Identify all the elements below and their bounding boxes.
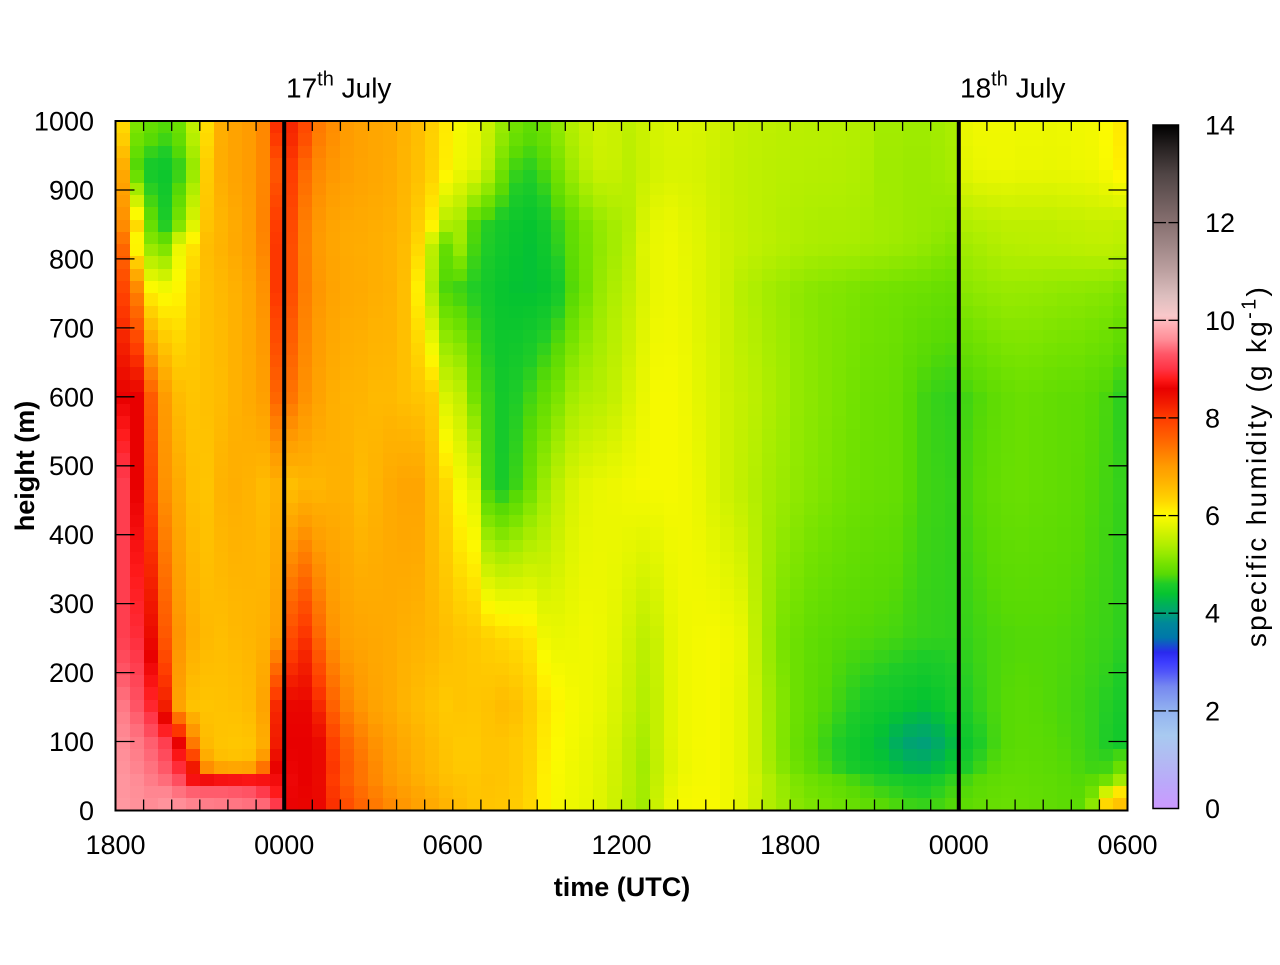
svg-text:600: 600: [49, 382, 94, 412]
svg-text:1800: 1800: [760, 830, 820, 860]
svg-text:200: 200: [49, 658, 94, 688]
svg-text:800: 800: [49, 244, 94, 274]
svg-text:2: 2: [1205, 696, 1220, 726]
svg-text:height (m): height (m): [10, 401, 40, 531]
svg-text:18th July: 18th July: [960, 69, 1065, 104]
svg-text:0600: 0600: [423, 830, 483, 860]
svg-text:time (UTC): time (UTC): [554, 872, 691, 902]
svg-text:specific humidity (g kg-1): specific humidity (g kg-1): [1239, 285, 1273, 647]
svg-text:900: 900: [49, 176, 94, 206]
svg-text:6: 6: [1205, 501, 1220, 531]
svg-text:0: 0: [79, 796, 94, 826]
svg-text:0000: 0000: [254, 830, 314, 860]
svg-text:0000: 0000: [929, 830, 989, 860]
svg-text:0: 0: [1205, 794, 1220, 824]
svg-text:1200: 1200: [591, 830, 651, 860]
svg-text:4: 4: [1205, 599, 1220, 629]
svg-text:1800: 1800: [85, 830, 145, 860]
svg-text:1000: 1000: [34, 107, 94, 137]
svg-text:400: 400: [49, 520, 94, 550]
svg-text:300: 300: [49, 589, 94, 619]
svg-text:12: 12: [1205, 208, 1235, 238]
svg-text:700: 700: [49, 313, 94, 343]
svg-text:100: 100: [49, 727, 94, 757]
svg-text:0600: 0600: [1097, 830, 1157, 860]
svg-text:10: 10: [1205, 306, 1235, 336]
svg-text:17th July: 17th July: [286, 69, 391, 104]
svg-text:500: 500: [49, 451, 94, 481]
svg-text:14: 14: [1205, 111, 1235, 141]
svg-text:8: 8: [1205, 403, 1220, 433]
